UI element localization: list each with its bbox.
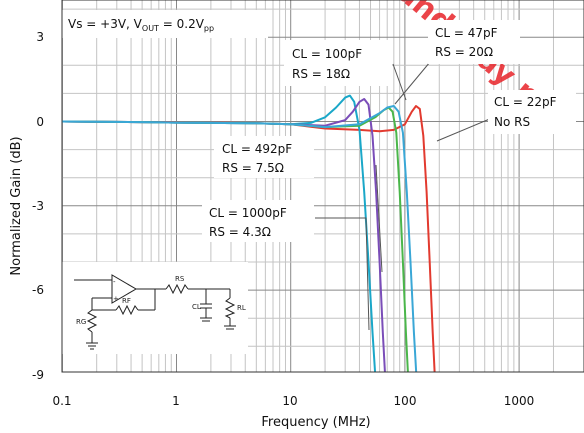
tick-labels: 0.1 1 10 100 1000 3 0 -3 -6 -9: [32, 30, 534, 408]
annotation-leaders: [315, 61, 493, 331]
plot-area-border: [61, 0, 584, 373]
leader-line: [375, 164, 383, 273]
y-tick-label: -3: [32, 199, 44, 213]
x-tick-label: 1000: [504, 394, 535, 408]
circuit-schematic: - + RS RF RG CL RL: [58, 262, 248, 354]
annotation-line: RS = 4.3Ω: [209, 225, 271, 239]
leader-line: [394, 61, 431, 105]
rg-resistor: [86, 309, 98, 333]
annotation-cl-22pf: CL = 22pF No RS: [488, 90, 576, 134]
annotation-line: CL = 22pF: [494, 95, 557, 109]
series-line: [62, 105, 418, 372]
op-amp-symbol: [111, 274, 137, 304]
x-tick-label: 100: [394, 394, 417, 408]
annotation-line: CL = 47pF: [435, 26, 498, 40]
annotation-line: No RS: [494, 115, 530, 129]
rf-resistor: [115, 304, 139, 316]
svg-text:RG: RG: [76, 318, 86, 326]
annotation-line: CL = 1000pF: [209, 206, 287, 220]
x-tick-label: 0.1: [52, 394, 71, 408]
y-tick-label: -6: [32, 283, 44, 297]
annotation-line: CL = 100pF: [292, 47, 362, 61]
leader-line: [315, 217, 370, 331]
annotation-cl-47pf: CL = 47pF RS = 20Ω: [428, 20, 520, 64]
x-axis-label: Frequency (MHz): [261, 415, 370, 430]
annotation-line: CL = 492pF: [222, 142, 292, 156]
y-axis-label: Normalized Gain (dB): [9, 136, 24, 275]
annotation-line: RS = 20Ω: [435, 45, 493, 59]
annotation-cl-1000pf: CL = 1000pF RS = 4.3Ω: [202, 200, 314, 242]
svg-text:RL: RL: [237, 304, 246, 312]
conditions-box: [62, 10, 268, 38]
rs-resistor: [165, 283, 189, 295]
annotation-cl-492pf: CL = 492pF RS = 7.5Ω: [214, 136, 314, 178]
y-tick-label: -9: [32, 368, 44, 382]
annotation-line: RS = 7.5Ω: [222, 161, 284, 175]
rl-resistor: [224, 297, 236, 319]
y-tick-label: 0: [36, 115, 44, 129]
svg-text:-: -: [113, 278, 116, 286]
svg-text:+: +: [113, 295, 119, 303]
leader-line: [436, 117, 493, 142]
svg-text:RF: RF: [122, 297, 131, 305]
annotation-line: RS = 18Ω: [292, 67, 350, 81]
y-tick-label: 3: [36, 30, 44, 44]
svg-text:RS: RS: [175, 275, 185, 283]
annotation-cl-100pf: CL = 100pF RS = 18Ω: [284, 40, 392, 86]
series-group: [62, 94, 436, 372]
svg-text:CL: CL: [192, 303, 201, 311]
conditions-label: Vs = +3V, VOUT = 0.2Vpp: [68, 17, 214, 33]
x-tick-label: 1: [172, 394, 180, 408]
x-tick-label: 10: [282, 394, 297, 408]
